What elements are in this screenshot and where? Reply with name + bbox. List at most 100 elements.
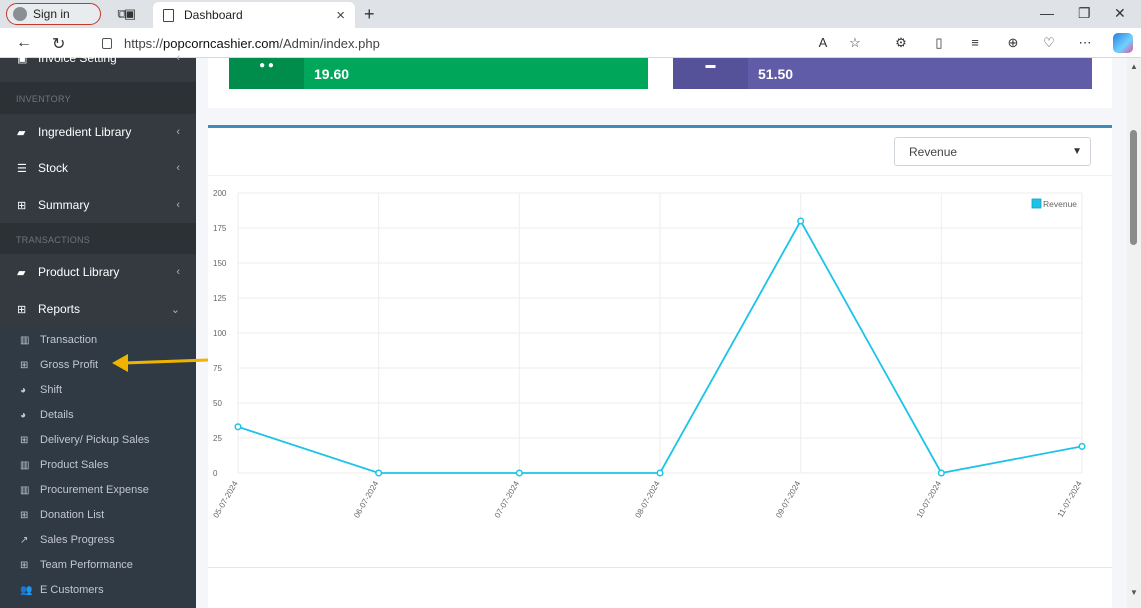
stat-box-green: ● ● 19.60 xyxy=(229,58,648,89)
split-screen-icon[interactable]: ▯ xyxy=(935,35,943,50)
submenu-item-gross-profit[interactable]: ⊞ Gross Profit xyxy=(0,354,196,376)
address-bar: ← ↻ https://popcorncashier.com/Admin/ind… xyxy=(0,28,1141,58)
data-point xyxy=(234,423,242,431)
line-chart-icon: ↗ xyxy=(20,534,29,546)
x-tick-label: 07-07-2024 xyxy=(493,479,522,519)
minimize-icon[interactable]: — xyxy=(1040,5,1054,21)
browser-essentials-icon[interactable]: ♡ xyxy=(1043,35,1055,50)
table-icon: ⊞ xyxy=(17,199,27,212)
chart-toolbar: Revenue ▼ xyxy=(208,128,1112,176)
submenu-item-shift[interactable]: ◕ Shift xyxy=(0,379,196,401)
extensions-icon[interactable]: ⚙ xyxy=(895,35,907,50)
section-header-band xyxy=(0,223,196,254)
sidebar-item-label: Invoice Setting xyxy=(38,51,117,65)
x-tick-label: 06-07-2024 xyxy=(352,479,381,519)
legend-swatch xyxy=(1031,198,1042,209)
sidebar-item-product-library[interactable]: ▰ Product Library ‹ xyxy=(0,254,196,290)
submenu-item-details[interactable]: ◕ Details xyxy=(0,404,196,426)
close-window-icon[interactable]: ✕ xyxy=(1114,5,1126,21)
database-icon: ☰ xyxy=(17,162,27,175)
data-point xyxy=(515,469,523,477)
pie-chart-icon: ◕ xyxy=(20,384,27,396)
legend-label: Revenue xyxy=(1043,199,1077,209)
y-tick-label: 150 xyxy=(213,259,227,268)
sidebar-item-reports[interactable]: ⊞ Reports ⌄ xyxy=(0,291,196,327)
next-card xyxy=(208,567,1112,608)
scroll-down-icon[interactable]: ▼ xyxy=(1130,588,1138,597)
submenu-item-label: Product Sales xyxy=(40,459,109,471)
sidebar-item-label: Product Library xyxy=(38,265,120,279)
submenu-item-label: Shift xyxy=(40,384,63,396)
stat-icon: ▬ xyxy=(673,58,748,89)
bar-chart-icon: ▥ xyxy=(20,334,30,346)
main-content: ● ● 19.60 ▬ 51.50 Revenue ▼ 0 25 50 75 100 12… xyxy=(196,58,1127,608)
table-icon: ⊞ xyxy=(20,359,29,371)
y-tick-label: 25 xyxy=(213,434,222,443)
tab-title: Dashboard xyxy=(184,8,243,22)
submenu-item-e-customers[interactable]: 👥 E Customers xyxy=(0,579,196,601)
tab-dashboard[interactable]: Dashboard × xyxy=(153,2,355,28)
back-icon[interactable]: ← xyxy=(16,34,32,51)
data-point xyxy=(656,469,664,477)
table-icon: ⊞ xyxy=(20,559,29,571)
revenue-line-chart: 0 25 50 75 100 125 150 175 200 05-07-2024 06-07-20… xyxy=(211,189,1086,519)
sidebar-item-label: Summary xyxy=(38,198,90,212)
url-path: /Admin/index.php xyxy=(279,35,380,51)
chevron-left-icon: ‹ xyxy=(176,162,180,174)
page-scrollbar[interactable]: ▲ ▼ xyxy=(1127,58,1141,608)
y-tick-label: 175 xyxy=(213,224,227,233)
copilot-icon[interactable] xyxy=(1113,33,1133,53)
y-tick-label: 50 xyxy=(213,399,222,408)
stat-value: 51.50 xyxy=(758,65,794,82)
workspaces-icon[interactable]: ⧉ xyxy=(117,6,127,21)
submenu-item-procurement-expense[interactable]: ▥ Procurement Expense xyxy=(0,479,196,501)
submenu-item-label: Team Performance xyxy=(40,559,133,571)
pointer-arrow xyxy=(112,354,209,372)
table-icon: ⊞ xyxy=(17,303,27,316)
close-tab-icon[interactable]: × xyxy=(336,6,345,24)
sidebar-item-label: Ingredient Library xyxy=(38,125,132,139)
stats-card: ● ● 19.60 ▬ 51.50 xyxy=(208,58,1112,108)
favorites-list-icon[interactable]: ≡ xyxy=(971,35,979,50)
read-aloud-icon[interactable]: A xyxy=(818,35,828,50)
sidebar-item-stock[interactable]: ☰ Stock ‹ xyxy=(0,150,196,186)
y-tick-label: 100 xyxy=(213,329,227,338)
chevron-left-icon: ‹ xyxy=(176,199,180,211)
refresh-icon[interactable]: ↻ xyxy=(52,36,66,53)
scroll-thumb[interactable] xyxy=(1130,130,1137,245)
submenu-item-label: Delivery/ Pickup Sales xyxy=(40,434,150,446)
submenu-item-label: Details xyxy=(40,409,74,421)
x-tick-label: 11-07-2024 xyxy=(1056,479,1084,519)
restore-icon[interactable]: ❐ xyxy=(1078,5,1091,21)
data-point xyxy=(797,217,805,225)
sidebar-item-invoice-setting[interactable]: ▣ Invoice Setting ‹ xyxy=(0,46,196,70)
table-icon: ⊞ xyxy=(20,434,29,446)
sidebar-item-label: Stock xyxy=(38,161,69,175)
url-prefix: https:// xyxy=(124,35,164,51)
y-tick-label: 125 xyxy=(213,294,227,303)
submenu-item-label: Gross Profit xyxy=(40,359,99,371)
vertical-tabs-icon[interactable]: ▣ xyxy=(123,6,137,21)
url-field[interactable]: https://popcorncashier.com/Admin/index.p… xyxy=(94,32,874,54)
submenu-item-team-performance[interactable]: ⊞ Team Performance xyxy=(0,554,196,576)
sign-in-button[interactable]: Sign in xyxy=(6,3,101,25)
favorite-icon[interactable]: ☆ xyxy=(849,35,861,50)
data-point xyxy=(1078,442,1086,450)
scroll-up-icon[interactable]: ▲ xyxy=(1130,62,1138,71)
metric-select[interactable]: Revenue ▼ xyxy=(894,137,1091,166)
submenu-item-product-sales[interactable]: ▥ Product Sales xyxy=(0,454,196,476)
new-tab-icon[interactable]: + xyxy=(364,4,375,24)
lock-icon xyxy=(102,37,112,49)
sidebar-item-summary[interactable]: ⊞ Summary ‹ xyxy=(0,187,196,223)
collections-icon[interactable]: ⊕ xyxy=(1007,35,1019,50)
data-point xyxy=(937,469,945,477)
sidebar-item-ingredient-library[interactable]: ▰ Ingredient Library ‹ xyxy=(0,114,196,150)
submenu-item-sales-progress[interactable]: ↗ Sales Progress xyxy=(0,529,196,551)
metric-select-value: Revenue xyxy=(909,144,958,159)
stat-icon: ● ● xyxy=(229,58,304,89)
submenu-item-transaction[interactable]: ▥ Transaction xyxy=(0,329,196,351)
browser-tab-bar: Sign in ⧉ ▣ Dashboard × + — ❐ ✕ xyxy=(0,0,1141,28)
submenu-item-donation-list[interactable]: ⊞ Donation List xyxy=(0,504,196,526)
more-menu-icon[interactable]: ⋯ xyxy=(1078,35,1092,50)
submenu-item-delivery-pickup-sales[interactable]: ⊞ Delivery/ Pickup Sales xyxy=(0,429,196,451)
